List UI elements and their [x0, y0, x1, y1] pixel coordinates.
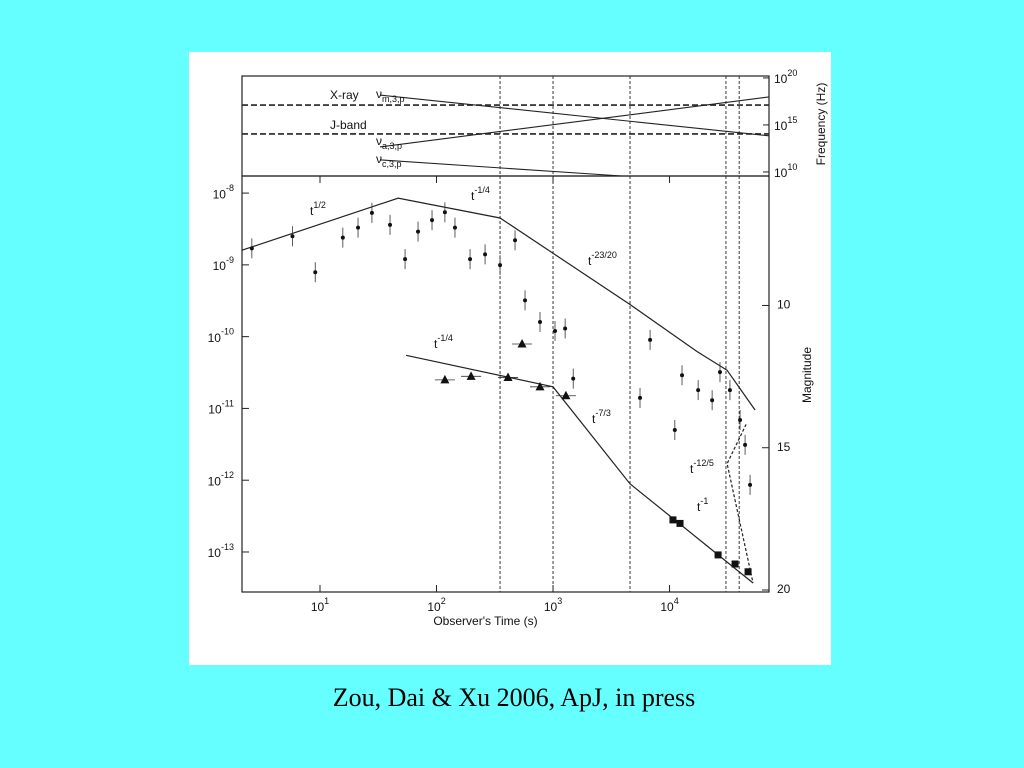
model-line [405, 354, 754, 584]
data-point [680, 373, 685, 378]
data-point [416, 229, 421, 234]
data-point [710, 398, 715, 403]
data-point [563, 326, 568, 331]
data-point [468, 257, 473, 262]
frequency-line [379, 96, 770, 148]
data-point [440, 374, 450, 384]
data-point [672, 428, 677, 433]
figure-panel [189, 52, 831, 665]
data-point [638, 395, 643, 400]
data-point [538, 319, 543, 324]
data-point [369, 210, 374, 215]
data-point [523, 298, 528, 303]
data-point [648, 337, 653, 342]
data-point [356, 225, 361, 230]
band-label: J-band [330, 118, 367, 132]
caption: Zou, Dai & Xu 2006, ApJ, in press [333, 683, 696, 712]
band-label: X-ray [330, 88, 359, 102]
data-point [442, 210, 447, 215]
slope-label: t-1 [697, 496, 708, 514]
data-point [669, 516, 677, 524]
frequency-line [379, 159, 622, 177]
y2-axis-label: Magnitude [800, 347, 814, 403]
data-point [561, 390, 571, 400]
data-point [517, 338, 527, 348]
data-point [748, 482, 753, 487]
y2-tick-label: 10 [777, 298, 791, 312]
data-point [498, 263, 503, 268]
data-point [727, 388, 732, 393]
y-axis-label: Frequency (Hz) [814, 83, 828, 166]
data-point [744, 568, 752, 576]
data-point [249, 246, 254, 251]
frequency-line [379, 94, 770, 137]
data-point [553, 328, 558, 333]
x-axis-label: Observer's Time (s) [433, 614, 537, 628]
y2-tick-label: 15 [777, 440, 791, 454]
data-point [452, 225, 457, 230]
y2-tick-label: 20 [777, 582, 791, 596]
data-point [313, 270, 318, 275]
data-point [571, 376, 576, 381]
data-point [731, 560, 739, 568]
data-point [714, 551, 722, 559]
data-point [738, 417, 743, 422]
data-point [483, 252, 488, 257]
data-point [503, 372, 513, 381]
data-point [535, 381, 545, 391]
model-line [241, 197, 756, 411]
data-point [290, 234, 295, 239]
data-point [513, 238, 518, 243]
data-point [466, 371, 476, 380]
data-point [676, 519, 684, 527]
data-point [696, 388, 701, 393]
model-line [726, 424, 754, 584]
data-point [403, 257, 408, 262]
plot-frame [241, 175, 770, 593]
data-point [717, 370, 722, 375]
data-point [388, 222, 393, 227]
data-point [340, 235, 345, 240]
data-point [743, 442, 748, 447]
data-point [430, 218, 435, 223]
